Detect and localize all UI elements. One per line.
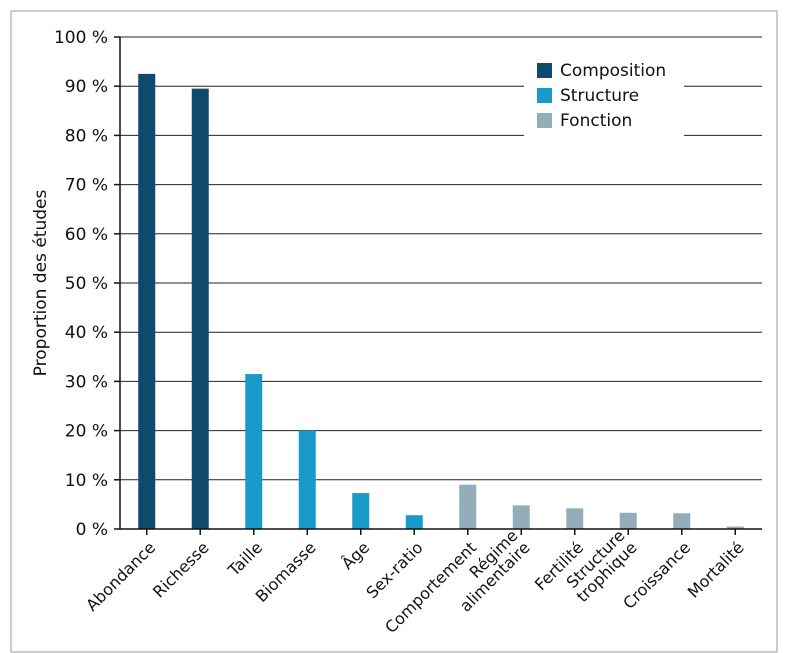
x-category-label: Abondance bbox=[82, 538, 159, 615]
bar-comportement bbox=[459, 484, 477, 529]
y-tick-label: 90 % bbox=[65, 77, 108, 97]
bar-fertilité bbox=[566, 508, 584, 529]
x-category-label-line: Richesse bbox=[149, 538, 213, 602]
legend-label: Structure bbox=[560, 86, 639, 106]
bar-sex-ratio bbox=[405, 515, 423, 529]
bar-taille bbox=[245, 374, 263, 529]
y-tick-label: 30 % bbox=[65, 372, 108, 392]
x-category-label-line: Mortalité bbox=[684, 538, 748, 602]
legend-swatch bbox=[537, 88, 552, 103]
y-tick-label: 60 % bbox=[65, 225, 108, 245]
bar-croissance bbox=[673, 513, 691, 529]
legend-label: Composition bbox=[560, 61, 666, 81]
bar-biomasse bbox=[298, 430, 316, 529]
y-axis-ticks: 0 % 10 % 20 % 30 % 40 % 50 % 60 % 70 % 80 % 90 % 1… bbox=[54, 28, 120, 540]
x-category-label: Taille bbox=[224, 538, 267, 581]
x-category-label: Âge bbox=[338, 538, 373, 573]
legend: Composition Structure Fonction bbox=[524, 54, 684, 140]
x-category-label: Comportement bbox=[381, 538, 480, 637]
y-tick-label: 10 % bbox=[65, 471, 108, 491]
x-category-label-line: Comportement bbox=[381, 538, 480, 637]
y-tick-label: 40 % bbox=[65, 323, 108, 343]
x-category-label-line: Âge bbox=[338, 538, 373, 573]
y-tick-label: 100 % bbox=[54, 28, 108, 48]
x-category-label: Mortalité bbox=[684, 538, 748, 602]
y-tick-label: 50 % bbox=[65, 274, 108, 294]
legend-swatch bbox=[537, 113, 552, 128]
bars bbox=[138, 73, 744, 530]
bar-abondance bbox=[138, 73, 156, 530]
x-category-label-line: Taille bbox=[224, 538, 267, 581]
y-tick-label: 70 % bbox=[65, 176, 108, 196]
bar-structure-trophique bbox=[619, 512, 637, 529]
legend-label: Fonction bbox=[560, 111, 632, 131]
y-axis-label: Proportion des études bbox=[31, 190, 51, 377]
legend-swatch bbox=[537, 63, 552, 78]
bar-régime-alimentaire bbox=[512, 505, 530, 529]
bar-âge bbox=[352, 493, 370, 529]
y-tick-label: 0 % bbox=[76, 520, 108, 540]
bar-mortalité bbox=[726, 526, 744, 529]
chart-frame bbox=[10, 10, 778, 653]
x-category-label-line: Abondance bbox=[82, 538, 159, 615]
bar-richesse bbox=[191, 88, 209, 529]
y-tick-label: 20 % bbox=[65, 422, 108, 442]
x-category-label: Richesse bbox=[149, 538, 213, 602]
y-tick-label: 80 % bbox=[65, 126, 108, 146]
